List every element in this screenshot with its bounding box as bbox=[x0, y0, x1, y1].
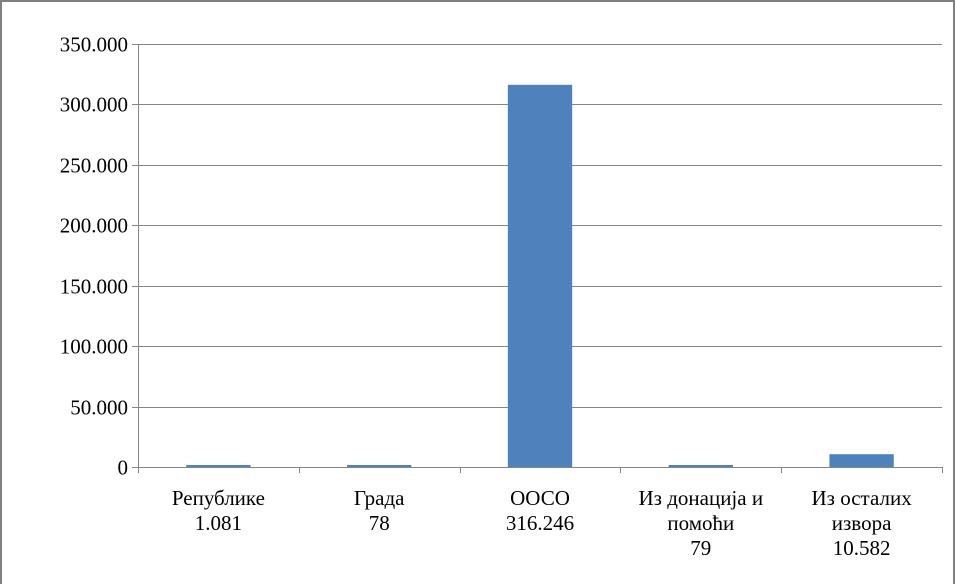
category-label-line: помоћи bbox=[667, 511, 734, 535]
y-tick-label: 50.000 bbox=[70, 396, 128, 420]
axes bbox=[132, 44, 943, 473]
y-tick-label: 350.000 bbox=[60, 33, 128, 57]
category-label: Републике 1.081 bbox=[172, 486, 265, 535]
category-label-line: 316.246 bbox=[506, 511, 574, 535]
bar bbox=[186, 465, 251, 467]
category-label: ООСО 316.246 bbox=[506, 486, 574, 535]
y-tick-label: 200.000 bbox=[60, 214, 128, 238]
category-label-line: 1.081 bbox=[195, 511, 242, 535]
y-tick-label: 100.000 bbox=[60, 335, 128, 359]
category-label-line: ООСО bbox=[510, 486, 570, 510]
category-label: Из осталих извора 10.582 bbox=[811, 486, 912, 560]
y-tick-label: 150.000 bbox=[60, 275, 128, 299]
category-label: Из донација и помоћи 79 bbox=[639, 486, 764, 560]
x-category-labels: Републике 1.081 Града 78 ООСО 316.246 Из донац… bbox=[172, 486, 912, 560]
category-label-line: 78 bbox=[369, 511, 390, 535]
bars bbox=[186, 84, 894, 467]
category-label-line: Републике bbox=[172, 486, 265, 510]
y-tick-label: 250.000 bbox=[60, 154, 128, 178]
y-tick-labels: 0 50.000 100.000 150.000 200.000 250.000 300.0… bbox=[60, 33, 128, 480]
bar bbox=[347, 465, 412, 467]
category-label-line: 10.582 bbox=[833, 536, 891, 560]
category-label-line: извора bbox=[832, 511, 892, 535]
category-label: Града 78 bbox=[354, 486, 405, 535]
bar bbox=[829, 454, 894, 467]
y-tick-label: 0 bbox=[118, 456, 129, 480]
y-tick-label: 300.000 bbox=[60, 93, 128, 117]
category-label-line: Града bbox=[354, 486, 405, 510]
bar bbox=[668, 465, 733, 467]
category-label-line: Из осталих bbox=[811, 486, 912, 510]
category-label-line: Из донација и bbox=[639, 486, 764, 510]
bar bbox=[507, 84, 573, 467]
category-label-line: 79 bbox=[690, 536, 711, 560]
